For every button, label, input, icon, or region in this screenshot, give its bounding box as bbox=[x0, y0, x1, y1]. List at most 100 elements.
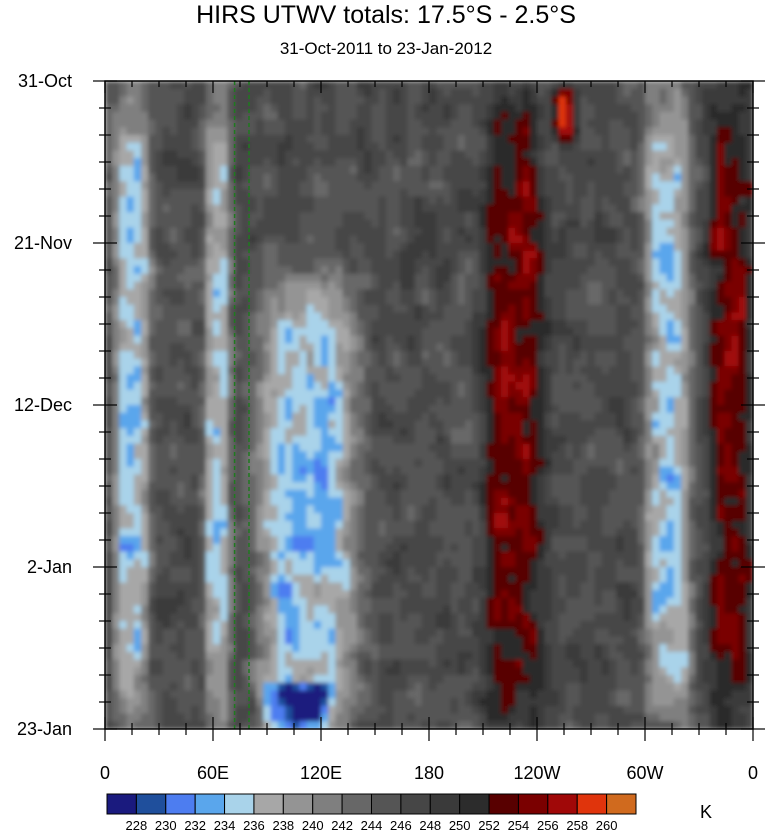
heatmap-cell bbox=[645, 459, 653, 468]
heatmap-cell bbox=[285, 204, 293, 213]
heatmap-cell bbox=[112, 412, 120, 422]
heatmap-cell bbox=[609, 135, 617, 144]
heatmap-cell bbox=[184, 320, 192, 329]
heatmap-cell bbox=[349, 497, 358, 506]
heatmap-cell bbox=[493, 204, 502, 213]
heatmap-cell bbox=[573, 374, 581, 383]
heatmap-cell bbox=[292, 219, 300, 229]
heatmap-cell bbox=[126, 489, 135, 499]
heatmap-cell bbox=[551, 366, 560, 375]
heatmap-cell bbox=[745, 196, 753, 206]
heatmap-cell bbox=[321, 420, 329, 429]
heatmap-cell bbox=[645, 374, 653, 383]
heatmap-cell bbox=[551, 297, 560, 306]
heatmap-cell bbox=[673, 135, 682, 144]
heatmap-cell bbox=[558, 219, 567, 229]
heatmap-cell bbox=[450, 343, 459, 352]
heatmap-cell bbox=[414, 443, 423, 452]
heatmap-cell bbox=[515, 358, 524, 368]
heatmap-cell bbox=[342, 358, 351, 368]
heatmap-cell bbox=[184, 258, 192, 267]
heatmap-cell bbox=[169, 320, 178, 329]
heatmap-cell bbox=[112, 204, 120, 213]
heatmap-cell bbox=[371, 289, 380, 298]
heatmap-cell bbox=[551, 374, 560, 383]
heatmap-cell bbox=[501, 389, 509, 398]
heatmap-cell bbox=[731, 165, 740, 175]
heatmap-cell bbox=[177, 289, 185, 298]
heatmap-cell bbox=[191, 158, 200, 167]
heatmap-cell bbox=[472, 142, 480, 152]
heatmap-cell bbox=[472, 181, 480, 190]
heatmap-cell bbox=[652, 466, 660, 476]
heatmap-cell bbox=[256, 250, 264, 260]
heatmap-cell bbox=[234, 405, 243, 414]
heatmap-cell bbox=[313, 489, 322, 499]
heatmap-cell bbox=[234, 451, 243, 460]
heatmap-cell bbox=[731, 150, 740, 159]
heatmap-cell bbox=[263, 135, 272, 144]
heatmap-cell bbox=[400, 150, 408, 159]
heatmap-cell bbox=[241, 289, 250, 298]
heatmap-cell bbox=[227, 158, 236, 167]
heatmap-cell bbox=[285, 420, 293, 429]
heatmap-cell bbox=[357, 204, 365, 213]
heatmap-cell bbox=[162, 451, 171, 460]
heatmap-cell bbox=[630, 250, 639, 260]
heatmap-cell bbox=[328, 212, 336, 221]
heatmap-cell bbox=[580, 227, 588, 236]
heatmap-cell bbox=[321, 312, 329, 321]
heatmap-cell bbox=[256, 81, 264, 90]
heatmap-cell bbox=[580, 343, 588, 352]
heatmap-cell bbox=[277, 96, 286, 105]
heatmap-cell bbox=[263, 189, 272, 198]
heatmap-cell bbox=[277, 497, 286, 506]
heatmap-cell bbox=[393, 196, 401, 206]
heatmap-cell bbox=[673, 96, 682, 105]
heatmap-cell bbox=[133, 88, 142, 98]
heatmap-cell bbox=[450, 196, 459, 206]
heatmap-cell bbox=[508, 320, 516, 329]
heatmap-cell bbox=[537, 381, 545, 391]
heatmap-cell bbox=[213, 335, 221, 344]
heatmap-cell bbox=[364, 459, 372, 468]
heatmap-cell bbox=[623, 320, 632, 329]
heatmap-cell bbox=[407, 474, 416, 483]
heatmap-cell bbox=[133, 158, 142, 167]
heatmap-cell bbox=[457, 459, 466, 468]
heatmap-cell bbox=[328, 351, 336, 360]
heatmap-cell bbox=[133, 451, 142, 460]
heatmap-cell bbox=[285, 258, 293, 267]
heatmap-cell bbox=[328, 181, 336, 190]
heatmap-cell bbox=[241, 189, 250, 198]
heatmap-cell bbox=[234, 351, 243, 360]
heatmap-cell bbox=[227, 281, 236, 290]
heatmap-cell bbox=[508, 227, 516, 236]
heatmap-cell bbox=[666, 181, 675, 190]
heatmap-cell bbox=[731, 158, 740, 167]
heatmap-cell bbox=[393, 335, 401, 344]
heatmap-cell bbox=[105, 451, 113, 460]
heatmap-cell bbox=[601, 250, 610, 260]
heatmap-cell bbox=[486, 96, 495, 105]
heatmap-cell bbox=[393, 366, 401, 375]
heatmap-cell bbox=[738, 88, 747, 98]
heatmap-cell bbox=[681, 435, 689, 445]
heatmap-cell bbox=[659, 343, 668, 352]
heatmap-cell bbox=[119, 497, 128, 506]
heatmap-cell bbox=[695, 235, 704, 244]
heatmap-cell bbox=[227, 111, 236, 121]
heatmap-cell bbox=[501, 366, 509, 375]
heatmap-cell bbox=[292, 258, 300, 267]
heatmap-cell bbox=[659, 297, 668, 306]
heatmap-cell bbox=[184, 420, 192, 429]
heatmap-cell bbox=[688, 243, 696, 252]
heatmap-cell bbox=[105, 459, 113, 468]
heatmap-cell bbox=[652, 405, 660, 414]
heatmap-cell bbox=[738, 489, 747, 499]
heatmap-cell bbox=[717, 366, 725, 375]
heatmap-cell bbox=[587, 119, 596, 128]
chart-subtitle: 31-Oct-2011 to 23-Jan-2012 bbox=[279, 39, 493, 58]
heatmap-cell bbox=[601, 335, 610, 344]
heatmap-cell bbox=[573, 196, 581, 206]
